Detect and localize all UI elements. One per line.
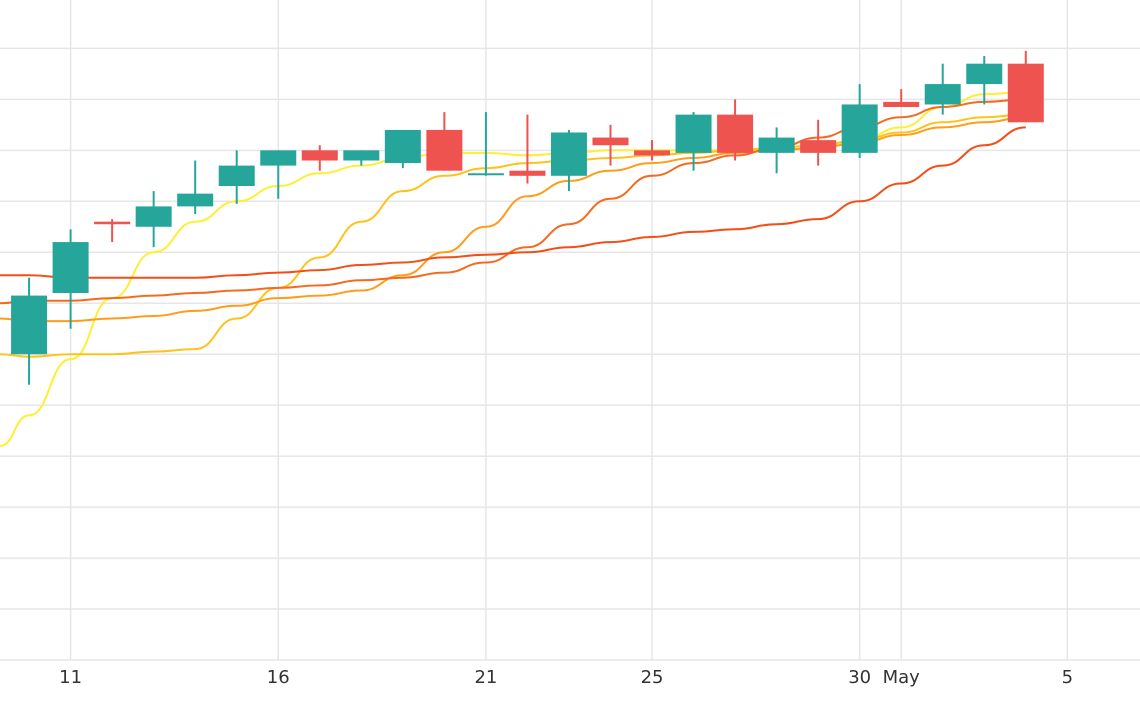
candle-body [550, 132, 587, 176]
candle-body [675, 114, 712, 153]
candle-body [592, 137, 629, 146]
candle-body [924, 84, 961, 105]
candle-body [1007, 63, 1044, 123]
candle-body [11, 295, 48, 355]
candle-body [218, 165, 255, 186]
x-tick-label: 5 [1062, 667, 1073, 688]
x-tick-label: 16 [267, 667, 290, 688]
candle-body [301, 150, 338, 161]
candle-body [343, 150, 380, 161]
candle-body [135, 206, 172, 227]
candle-body [52, 242, 89, 294]
candle-body [883, 101, 920, 107]
x-tick-label: 25 [641, 667, 664, 688]
moving-average-line [0, 126, 1026, 279]
candle-body [717, 114, 754, 153]
candle-body [260, 150, 297, 166]
candle-body [426, 129, 463, 171]
candle-body [800, 140, 837, 153]
x-tick-label: May [883, 667, 921, 688]
candle-body [509, 170, 546, 176]
candle-body [177, 193, 214, 207]
x-tick-label: 30 [848, 667, 871, 688]
candle-body [467, 173, 504, 176]
candle-body [758, 137, 795, 153]
candle-body [634, 150, 671, 156]
candle-body [384, 129, 421, 164]
x-tick-label: 21 [474, 667, 497, 688]
x-tick-label: 11 [59, 667, 82, 688]
candle-body [841, 104, 878, 153]
candle-body [966, 63, 1003, 85]
candle-body [94, 221, 131, 225]
